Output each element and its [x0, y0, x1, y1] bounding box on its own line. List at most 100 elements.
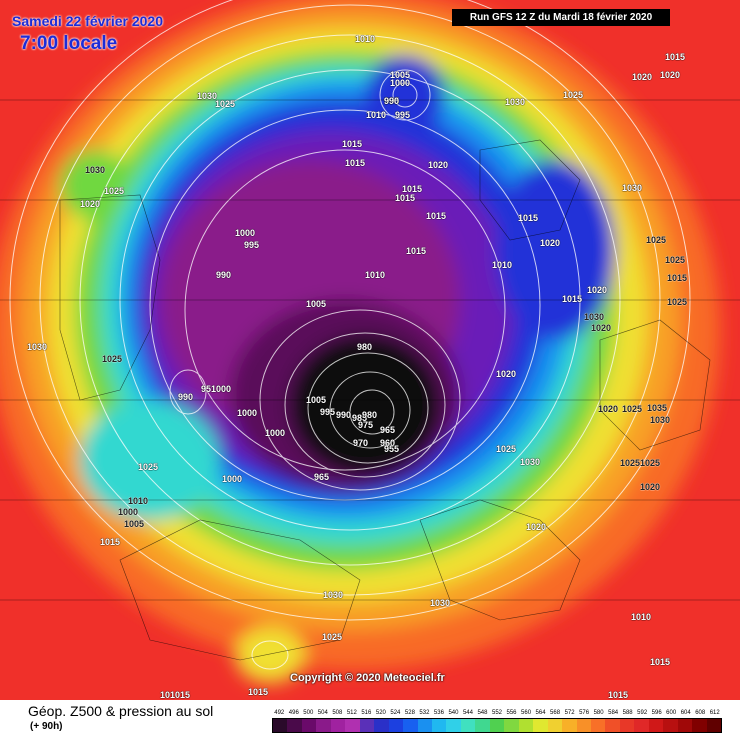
isobar-label: 1000 [222, 474, 243, 484]
legend-tick-label: 540 [448, 710, 459, 716]
isobar-label: 1020 [540, 238, 561, 248]
isobar-label: 1000 [265, 428, 286, 438]
legend-color-cell [431, 719, 447, 732]
isobar-label: 995 [395, 110, 411, 120]
forecast-date: Samedi 22 février 2020 [12, 13, 163, 29]
legend-color-cell [301, 719, 317, 732]
isobar-label: 1015 [100, 537, 121, 547]
isobar-label: 1015 [650, 657, 671, 667]
isobar-label: 1030 [85, 165, 106, 175]
isobar-label: 1020 [598, 404, 619, 414]
isobar-label: 995 [320, 407, 336, 417]
legend-color-cell [287, 719, 302, 732]
isobar-label: 1020 [80, 199, 101, 209]
legend-color-cell [648, 719, 664, 732]
legend-color-cell [388, 719, 404, 732]
isobar-label: 990 [216, 270, 232, 280]
isobar-label: 1025 [563, 90, 584, 100]
isobar-label: 1015 [426, 211, 447, 221]
legend-tick-label: 580 [593, 710, 604, 716]
isobar-label: 1035 [647, 403, 668, 413]
weather-map: Samedi 22 février 2020 7:00 locale Run G… [0, 0, 740, 700]
isobar-label: 1015 [406, 246, 427, 256]
isobar-label: 955 [384, 444, 400, 454]
copyright-notice: Copyright © 2020 Meteociel.fr [290, 672, 445, 684]
legend-color-cell [504, 719, 519, 732]
isobar-label: 985 [352, 413, 368, 423]
isobar-label: 1020 [640, 482, 661, 492]
legend-tick-label: 604 [680, 710, 691, 716]
legend-color-cell [518, 719, 534, 732]
isobar-label: 1010 [631, 612, 652, 622]
isobar-label: 1020 [660, 70, 681, 80]
legend-tick-label: 588 [622, 710, 633, 716]
isobar-label: 1015 [248, 687, 269, 697]
isobar-label: 1015 [667, 273, 688, 283]
legend-tick-label: 548 [477, 710, 488, 716]
legend-color-cell [692, 719, 707, 732]
isobar-label: 1030 [323, 590, 344, 600]
isobar-label: 1030 [520, 457, 541, 467]
legend-tick-label: 500 [303, 710, 314, 716]
isobar-label: 101015 [160, 690, 191, 700]
legend-tick-label: 560 [521, 710, 532, 716]
legend-color-cell [706, 719, 722, 732]
isobar-label: 1010 [355, 34, 376, 44]
isobar-label: 995 [384, 96, 400, 106]
isobar-label: 960 [380, 438, 396, 448]
isobar-label: 1005 [306, 299, 327, 309]
isobar-label: 1010 [492, 260, 513, 270]
legend-color-cell [359, 719, 375, 732]
legend-color-cell [475, 719, 490, 732]
legend-tick-label: 584 [608, 710, 619, 716]
legend-color-cell [489, 719, 505, 732]
legend-tick-label: 532 [419, 710, 430, 716]
legend-tick-label: 508 [332, 710, 343, 716]
legend-tick-label: 524 [390, 710, 401, 716]
legend-tick-label: 512 [346, 710, 357, 716]
isobar-label: 975 [358, 420, 374, 430]
isobar-label: 1030 [650, 415, 671, 425]
legend-color-cell [316, 719, 331, 732]
legend-tick-label: 556 [506, 710, 517, 716]
isobar-label: 990 [178, 392, 194, 402]
legend-tick-label: 544 [462, 710, 473, 716]
isobar-label: 1025 [622, 404, 643, 414]
map-footer: Géop. Z500 & pression au sol (+ 90h) 492… [0, 700, 740, 740]
legend-tick-label: 536 [433, 710, 444, 716]
legend-color-cell [533, 719, 548, 732]
legend-tick-label: 496 [288, 710, 299, 716]
legend-color-cell [403, 719, 418, 732]
isobar-label: 1025 [640, 458, 661, 468]
legend-color-cell [547, 719, 563, 732]
isobar-label: 1015 [608, 690, 629, 700]
isobar-label: 1005 [124, 519, 145, 529]
isobar-label: 1000 [390, 78, 411, 88]
forecast-lead-time: (+ 90h) [30, 721, 63, 732]
isobar-label: 1020 [496, 369, 517, 379]
legend-color-cell [605, 719, 620, 732]
isobar-label: 1025 [620, 458, 641, 468]
legend-color-cell [677, 719, 693, 732]
legend-tick-label: 516 [361, 710, 372, 716]
map-title: Géop. Z500 & pression au sol [28, 703, 214, 719]
isobar-label: 1025 [646, 235, 667, 245]
legend-tick-label: 576 [579, 710, 590, 716]
isobar-label: 1025 [322, 632, 343, 642]
model-run-label: Run GFS 12 Z du Mardi 18 février 2020 [452, 9, 670, 26]
color-legend [272, 718, 722, 733]
legend-tick-label: 600 [666, 710, 677, 716]
legend-color-cell [273, 719, 288, 732]
isobar-label: 965 [380, 425, 396, 435]
isobar-label: 951000 [201, 384, 232, 394]
legend-color-cell [576, 719, 591, 732]
legend-tick-label: 552 [491, 710, 502, 716]
isobar-label: 1020 [632, 72, 653, 82]
isobar-label: 980 [357, 342, 373, 352]
legend-tick-label: 492 [274, 710, 285, 716]
isobar-label: 1015 [665, 52, 686, 62]
geopotential-field [0, 0, 740, 683]
legend-tick-label: 504 [317, 710, 328, 716]
isobar-label: 1010 [365, 270, 386, 280]
isobar-label: 1020 [587, 285, 608, 295]
